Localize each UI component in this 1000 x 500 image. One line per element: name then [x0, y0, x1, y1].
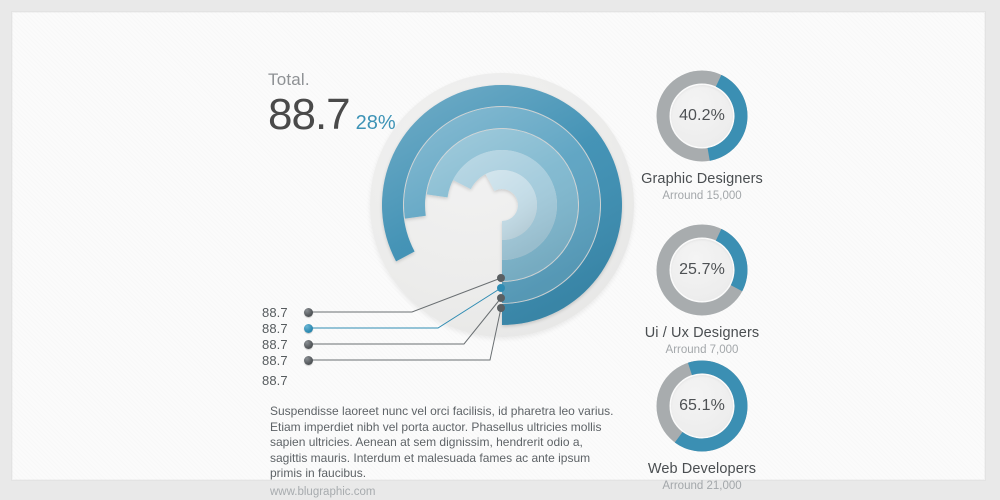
leader-value: 88.7 [262, 352, 288, 368]
gauge-center: 25.7% [671, 239, 733, 301]
leader-value: 88.7 [262, 336, 288, 352]
donut-anchor-dot [497, 304, 505, 312]
leader-dot [304, 323, 313, 333]
donut-arc-sheen-5 [485, 170, 537, 240]
total-value: 88.7 [268, 90, 351, 139]
gauge-arcs [656, 360, 748, 452]
gauge-title: Web Developers [647, 461, 757, 477]
gauge-title: Ui / Ux Designers [644, 325, 760, 341]
leader-row: 88.7 [262, 304, 313, 320]
total-block: Total. 88.7 28% 88.7 28% [268, 70, 478, 162]
gauge-subtitle: Arround 21,000 [662, 480, 742, 492]
total-value-row: 88.7 28% [268, 92, 478, 138]
leader-row: 88.7 [262, 352, 313, 368]
leader-value: 88.7 [262, 304, 288, 320]
gauge-title: Graphic Designers [641, 171, 763, 187]
gauge-2: 25.7% Ui / Ux Designers Arround 7,000 [607, 224, 797, 356]
gauge-1: 40.2% Graphic Designers Arround 15,000 [607, 70, 797, 202]
total-label: Total. [268, 70, 310, 89]
gauge-subtitle: Arround 15,000 [662, 190, 742, 202]
leader-label-list: 88.7 88.7 88.7 88.7 88.7 [262, 274, 522, 392]
gauge-value-arc [656, 224, 748, 316]
leader-dot [304, 355, 313, 365]
total-percent: 28% [355, 112, 396, 134]
gauge-percent: 65.1% [679, 397, 725, 414]
leader-line [312, 307, 502, 361]
gauge-arcs [656, 224, 748, 316]
gauge-center: 40.2% [671, 85, 733, 147]
gauge-value-arc [656, 360, 748, 452]
gauge-center: 65.1% [671, 375, 733, 437]
gauge-value-arc [656, 70, 748, 162]
donut-arc-sheen-4 [452, 150, 557, 260]
leader-dot [304, 339, 313, 349]
donut-arcs [382, 85, 622, 325]
gauge-ring: 65.1% [656, 360, 748, 452]
gauge-ring: 40.2% [656, 70, 748, 162]
infographic-panel: Total. 88.7 28% 88.7 28% [11, 11, 986, 498]
gauge-arcs [656, 70, 748, 162]
leader-row: 88.7 [262, 372, 296, 388]
description-block: Suspendisse laoreet nunc vel orci facili… [270, 404, 622, 498]
gauge-3: 65.1% Web Developers Arround 21,000 [607, 360, 797, 492]
gauge-ring: 25.7% [656, 224, 748, 316]
leader-line [312, 297, 502, 345]
leader-dot [304, 307, 313, 317]
gauge-subtitle: Arround 7,000 [665, 344, 739, 356]
leader-value: 88.7 [262, 320, 288, 336]
gauge-percent: 25.7% [679, 261, 725, 278]
description-paragraph: Suspendisse laoreet nunc vel orci facili… [270, 404, 614, 480]
leader-value: 88.7 [262, 372, 288, 388]
leader-row: 88.7 [262, 336, 313, 352]
leader-row: 88.7 [262, 320, 313, 336]
gauge-percent: 40.2% [679, 107, 725, 124]
site-url: www.blugraphic.com [270, 485, 376, 498]
